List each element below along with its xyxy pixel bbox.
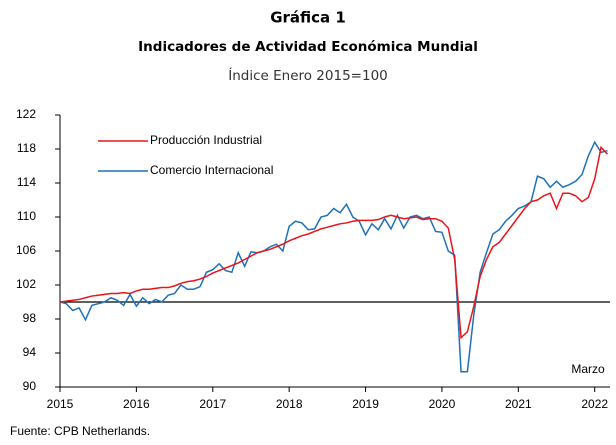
series-line [59, 145, 609, 340]
y-tick-label: 122 [16, 107, 36, 121]
x-tick-label: 2020 [429, 397, 456, 411]
y-tick-label: 110 [17, 209, 36, 223]
x-tick-label: 2017 [199, 397, 226, 411]
x-tick-label: 2021 [505, 397, 532, 411]
y-tick-label: 90 [23, 379, 37, 393]
annotation: Marzo [571, 362, 605, 376]
x-tick-label: 2015 [47, 397, 74, 411]
y-tick-label: 106 [16, 243, 36, 257]
y-tick-label: 102 [16, 277, 36, 291]
y-tick-label: 94 [23, 345, 37, 359]
x-tick-label: 2019 [352, 397, 379, 411]
y-tick-label: 98 [23, 311, 37, 325]
series-line [59, 140, 608, 373]
chart-subtitle: Índice Enero 2015=100 [228, 67, 388, 84]
y-tick-label: 114 [17, 175, 36, 189]
x-tick-label: 2022 [581, 397, 608, 411]
source: Fuente: CPB Netherlands. [10, 424, 150, 438]
y-tick-label: 118 [17, 141, 36, 155]
legend-label: Comercio Internacional [150, 163, 273, 177]
x-tick-label: 2016 [123, 397, 150, 411]
x-tick-label: 2018 [276, 397, 303, 411]
chart-title: Gráfica 1 [270, 9, 346, 27]
chart-subtitle: Indicadores de Actividad Económica Mundi… [138, 39, 478, 55]
legend-label: Producción Industrial [150, 133, 262, 147]
